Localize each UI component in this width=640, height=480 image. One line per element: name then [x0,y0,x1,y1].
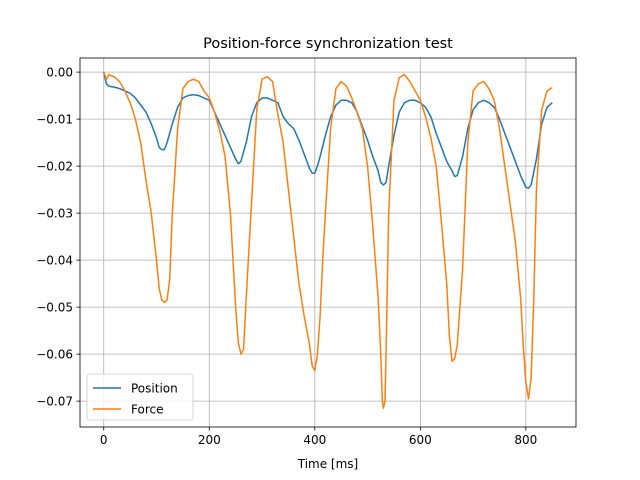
legend-label-position: Position [131,381,178,395]
x-tick-label: 0 [100,433,108,447]
y-tick-label: −0.05 [36,300,73,314]
x-tick-label: 600 [409,433,432,447]
y-tick-label: −0.01 [36,112,73,126]
x-axis-label: Time [ms] [297,457,359,471]
x-tick-label: 800 [514,433,537,447]
y-tick-label: 0.00 [46,65,73,79]
series-line-force [103,71,553,409]
y-tick-label: −0.04 [36,253,73,267]
series-lines [103,71,553,409]
legend-label-force: Force [131,402,163,416]
y-tick-label: −0.02 [36,159,73,173]
x-tick-label: 400 [303,433,326,447]
grid [80,58,576,427]
y-tick-label: −0.03 [36,206,73,220]
y-tick-label: −0.06 [36,347,73,361]
legend: Position Force [86,373,194,421]
x-axis: 0 200 400 600 800 [100,427,537,447]
chart-title: Position-force synchronization test [203,36,453,52]
y-tick-label: −0.07 [36,394,73,408]
series-line-position [103,71,553,189]
x-tick-label: 200 [198,433,221,447]
y-axis: 0.00 −0.01 −0.02 −0.03 −0.04 −0.05 −0.06 −0.07 [36,65,80,408]
plot-frame [79,57,577,428]
